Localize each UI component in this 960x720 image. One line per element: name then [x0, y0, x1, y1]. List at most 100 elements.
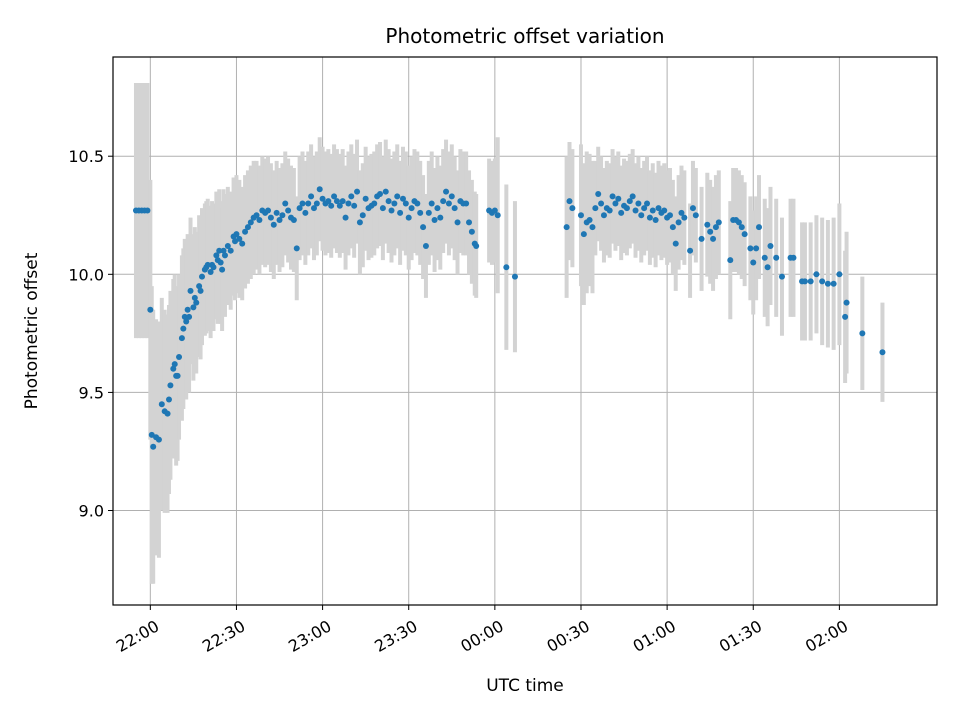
data-point: [635, 200, 642, 207]
data-point: [244, 224, 251, 231]
data-point: [170, 365, 177, 372]
data-point: [672, 240, 679, 247]
data-point: [644, 200, 651, 207]
data-point: [473, 242, 480, 249]
data-points: [132, 186, 886, 450]
data-point: [437, 214, 444, 221]
data-point: [178, 335, 185, 342]
data-point: [290, 216, 297, 223]
data-point: [224, 242, 231, 249]
data-point: [319, 195, 326, 202]
data-point: [270, 221, 277, 228]
data-point: [753, 245, 760, 252]
data-point: [681, 214, 688, 221]
data-point: [217, 259, 224, 266]
data-point: [707, 228, 714, 235]
data-point: [735, 219, 742, 226]
data-point: [313, 200, 320, 207]
plot-area: [113, 57, 937, 605]
data-point: [356, 219, 363, 226]
data-point: [171, 361, 178, 368]
data-point: [641, 205, 648, 212]
data-point: [778, 273, 785, 280]
data-point: [655, 205, 662, 212]
data-point: [180, 325, 187, 332]
data-point: [842, 313, 849, 320]
data-point: [391, 200, 398, 207]
data-point: [626, 198, 633, 205]
data-point: [362, 195, 369, 202]
data-point: [741, 231, 748, 238]
data-point: [836, 271, 843, 278]
data-point: [606, 207, 613, 214]
data-point: [712, 224, 719, 231]
data-point: [158, 401, 165, 408]
data-point: [167, 382, 174, 389]
chart-title: Photometric offset variation: [385, 24, 664, 48]
data-point: [184, 306, 191, 313]
y-tick-label: 9.0: [79, 502, 104, 521]
data-point: [609, 193, 616, 200]
data-point: [414, 200, 421, 207]
data-point: [692, 212, 699, 219]
data-point: [210, 264, 217, 271]
data-point: [563, 224, 570, 231]
data-point: [566, 198, 573, 205]
data-point: [600, 212, 607, 219]
data-point: [638, 212, 645, 219]
data-point: [265, 207, 272, 214]
data-point: [824, 280, 831, 287]
data-point: [755, 224, 762, 231]
data-point: [652, 216, 659, 223]
data-point: [466, 219, 473, 226]
data-point: [379, 205, 386, 212]
data-point: [296, 205, 303, 212]
data-point: [193, 299, 200, 306]
data-point: [333, 198, 340, 205]
data-point: [339, 198, 346, 205]
data-point: [494, 212, 501, 219]
data-point: [191, 294, 198, 301]
data-point: [440, 198, 447, 205]
data-point: [632, 207, 639, 214]
data-point: [204, 261, 211, 268]
y-tick-label: 9.5: [79, 383, 104, 402]
data-point: [618, 209, 625, 216]
data-point: [227, 247, 234, 254]
data-point: [586, 216, 593, 223]
data-point: [687, 247, 694, 254]
data-point: [704, 221, 711, 228]
data-point: [351, 202, 358, 209]
data-point: [316, 186, 323, 193]
data-point: [207, 268, 214, 275]
y-axis-ticks: 9.0 9.5 10.0 10.5: [68, 147, 113, 521]
data-point: [165, 396, 172, 403]
data-point: [675, 219, 682, 226]
data-point: [219, 266, 226, 273]
data-point: [348, 193, 355, 200]
data-point: [302, 209, 309, 216]
data-point: [813, 271, 820, 278]
data-point: [807, 278, 814, 285]
data-point: [503, 264, 510, 271]
data-point: [256, 216, 263, 223]
data-point: [879, 349, 886, 356]
data-point: [196, 283, 203, 290]
data-point: [417, 209, 424, 216]
data-point: [273, 209, 280, 216]
data-point: [236, 235, 243, 242]
data-point: [445, 200, 452, 207]
data-point: [144, 207, 151, 214]
data-point: [595, 191, 602, 197]
data-point: [425, 209, 432, 216]
data-point: [715, 219, 722, 226]
data-point: [377, 191, 384, 197]
data-point: [247, 219, 254, 226]
data-point: [589, 224, 596, 231]
y-tick-label: 10.0: [68, 265, 104, 284]
data-point: [325, 198, 332, 205]
data-point: [308, 193, 315, 200]
data-point: [190, 304, 197, 311]
data-point: [463, 200, 470, 207]
